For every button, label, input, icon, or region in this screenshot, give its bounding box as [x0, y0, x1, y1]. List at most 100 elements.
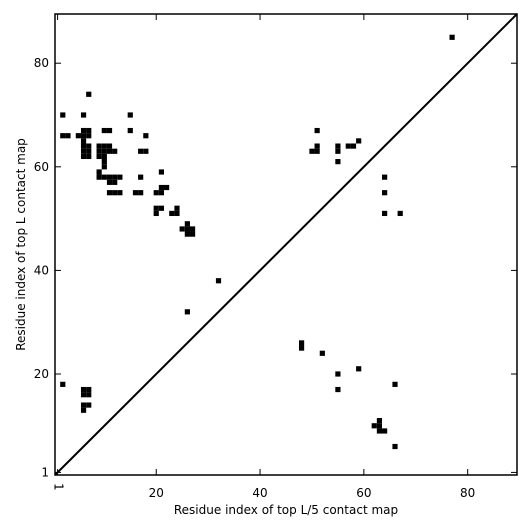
- contact-point-lower: [356, 366, 362, 372]
- x-tick-label: 60: [356, 486, 371, 500]
- contact-point-upper: [112, 190, 118, 196]
- contact-point-lower: [376, 418, 383, 424]
- contact-point-upper: [184, 231, 190, 237]
- contact-point-upper: [101, 164, 107, 170]
- contact-point-upper: [138, 148, 144, 154]
- contact-point-upper: [80, 143, 87, 149]
- contact-point-upper: [96, 153, 102, 160]
- contact-point-upper: [335, 143, 341, 149]
- contact-point-upper: [153, 210, 159, 217]
- contact-point-upper: [112, 148, 118, 154]
- contact-point-upper: [86, 91, 92, 97]
- contact-point-upper: [314, 127, 320, 134]
- axis-ticks: 1 20 40 60 80 1 20 40 60 80: [34, 14, 517, 500]
- contact-point-upper: [158, 169, 165, 175]
- contact-point-lower: [60, 381, 66, 387]
- contact-points: [60, 34, 455, 450]
- contact-point-upper: [345, 143, 351, 149]
- contact-point-upper: [382, 174, 388, 180]
- contact-point-upper: [158, 184, 165, 191]
- contact-point-upper: [106, 190, 113, 196]
- contact-point-upper: [117, 190, 123, 196]
- x-tick-label: 40: [252, 486, 267, 500]
- contact-point-upper: [96, 143, 102, 149]
- contact-point-upper: [127, 112, 133, 118]
- x-tick-label: 1: [52, 483, 66, 491]
- y-tick-label: 20: [34, 367, 49, 381]
- contact-point-upper: [449, 34, 455, 40]
- contact-point-lower: [392, 381, 398, 387]
- contact-point-upper: [138, 174, 144, 180]
- contact-point-upper: [86, 143, 92, 149]
- plot-frame: [54, 13, 518, 476]
- contact-point-upper: [60, 112, 66, 118]
- contact-point-upper: [138, 190, 144, 196]
- contact-point-upper: [101, 174, 107, 180]
- contact-point-upper: [143, 133, 149, 139]
- y-tick-label: 60: [34, 160, 49, 174]
- contact-point-upper: [314, 143, 320, 149]
- contact-point-lower: [371, 423, 377, 429]
- contact-point-upper: [335, 148, 341, 154]
- contact-point-upper: [80, 127, 87, 134]
- contact-point-upper: [75, 133, 81, 139]
- y-tick-label: 40: [34, 263, 49, 277]
- contact-point-lower: [376, 423, 383, 429]
- contact-point-lower: [319, 350, 325, 356]
- contact-point-upper: [80, 138, 87, 144]
- contact-point-lower: [298, 340, 305, 346]
- contact-point-upper: [382, 210, 388, 217]
- contact-point-upper: [101, 143, 107, 149]
- contact-point-upper: [184, 309, 190, 315]
- contact-point-upper: [215, 278, 222, 284]
- contact-point-upper: [153, 190, 159, 196]
- contact-point-lower: [376, 428, 383, 434]
- contact-point-upper: [335, 159, 341, 165]
- contact-point-upper: [106, 179, 113, 185]
- contact-point-upper: [397, 210, 403, 217]
- contact-point-upper: [350, 143, 357, 149]
- contact-point-upper: [153, 205, 159, 211]
- contact-point-upper: [86, 153, 92, 160]
- contact-point-upper: [106, 174, 113, 180]
- diagonal-line: [54, 13, 518, 476]
- contact-point-upper: [96, 169, 102, 175]
- contact-point-upper: [86, 127, 92, 134]
- contact-point-upper: [382, 190, 388, 196]
- contact-point-upper: [106, 143, 113, 149]
- contact-point-upper: [158, 190, 165, 196]
- contact-point-upper: [80, 133, 87, 139]
- contact-point-upper: [101, 148, 107, 154]
- contact-point-upper: [189, 226, 196, 232]
- y-tick-label: 80: [34, 56, 49, 70]
- contact-point-upper: [309, 148, 315, 154]
- contact-point-lower: [86, 402, 92, 408]
- contact-point-lower: [335, 371, 341, 377]
- contact-point-upper: [101, 159, 107, 165]
- contact-point-upper: [65, 133, 71, 139]
- contact-point-lower: [298, 345, 305, 351]
- x-tick-label: 80: [460, 486, 475, 500]
- contact-point-upper: [158, 205, 165, 211]
- contact-point-upper: [101, 127, 107, 134]
- contact-point-upper: [96, 174, 102, 180]
- contact-point-upper: [96, 148, 102, 154]
- contact-point-upper: [143, 148, 149, 154]
- contact-point-upper: [184, 226, 190, 232]
- contact-point-upper: [80, 148, 87, 154]
- contact-point-upper: [174, 205, 180, 211]
- contact-point-upper: [80, 153, 87, 160]
- contact-point-upper: [179, 226, 185, 232]
- contact-point-upper: [127, 127, 133, 134]
- contact-point-upper: [80, 112, 87, 118]
- contact-point-lower: [80, 386, 87, 393]
- contact-point-upper: [112, 179, 118, 185]
- contact-point-upper: [174, 210, 180, 217]
- contact-point-lower: [80, 407, 87, 413]
- x-tick-label: 20: [149, 486, 164, 500]
- contact-point-upper: [86, 148, 92, 154]
- y-tick-label: 1: [41, 465, 49, 479]
- contact-point-lower: [392, 443, 398, 450]
- contact-point-upper: [184, 221, 190, 227]
- contact-point-upper: [189, 231, 196, 237]
